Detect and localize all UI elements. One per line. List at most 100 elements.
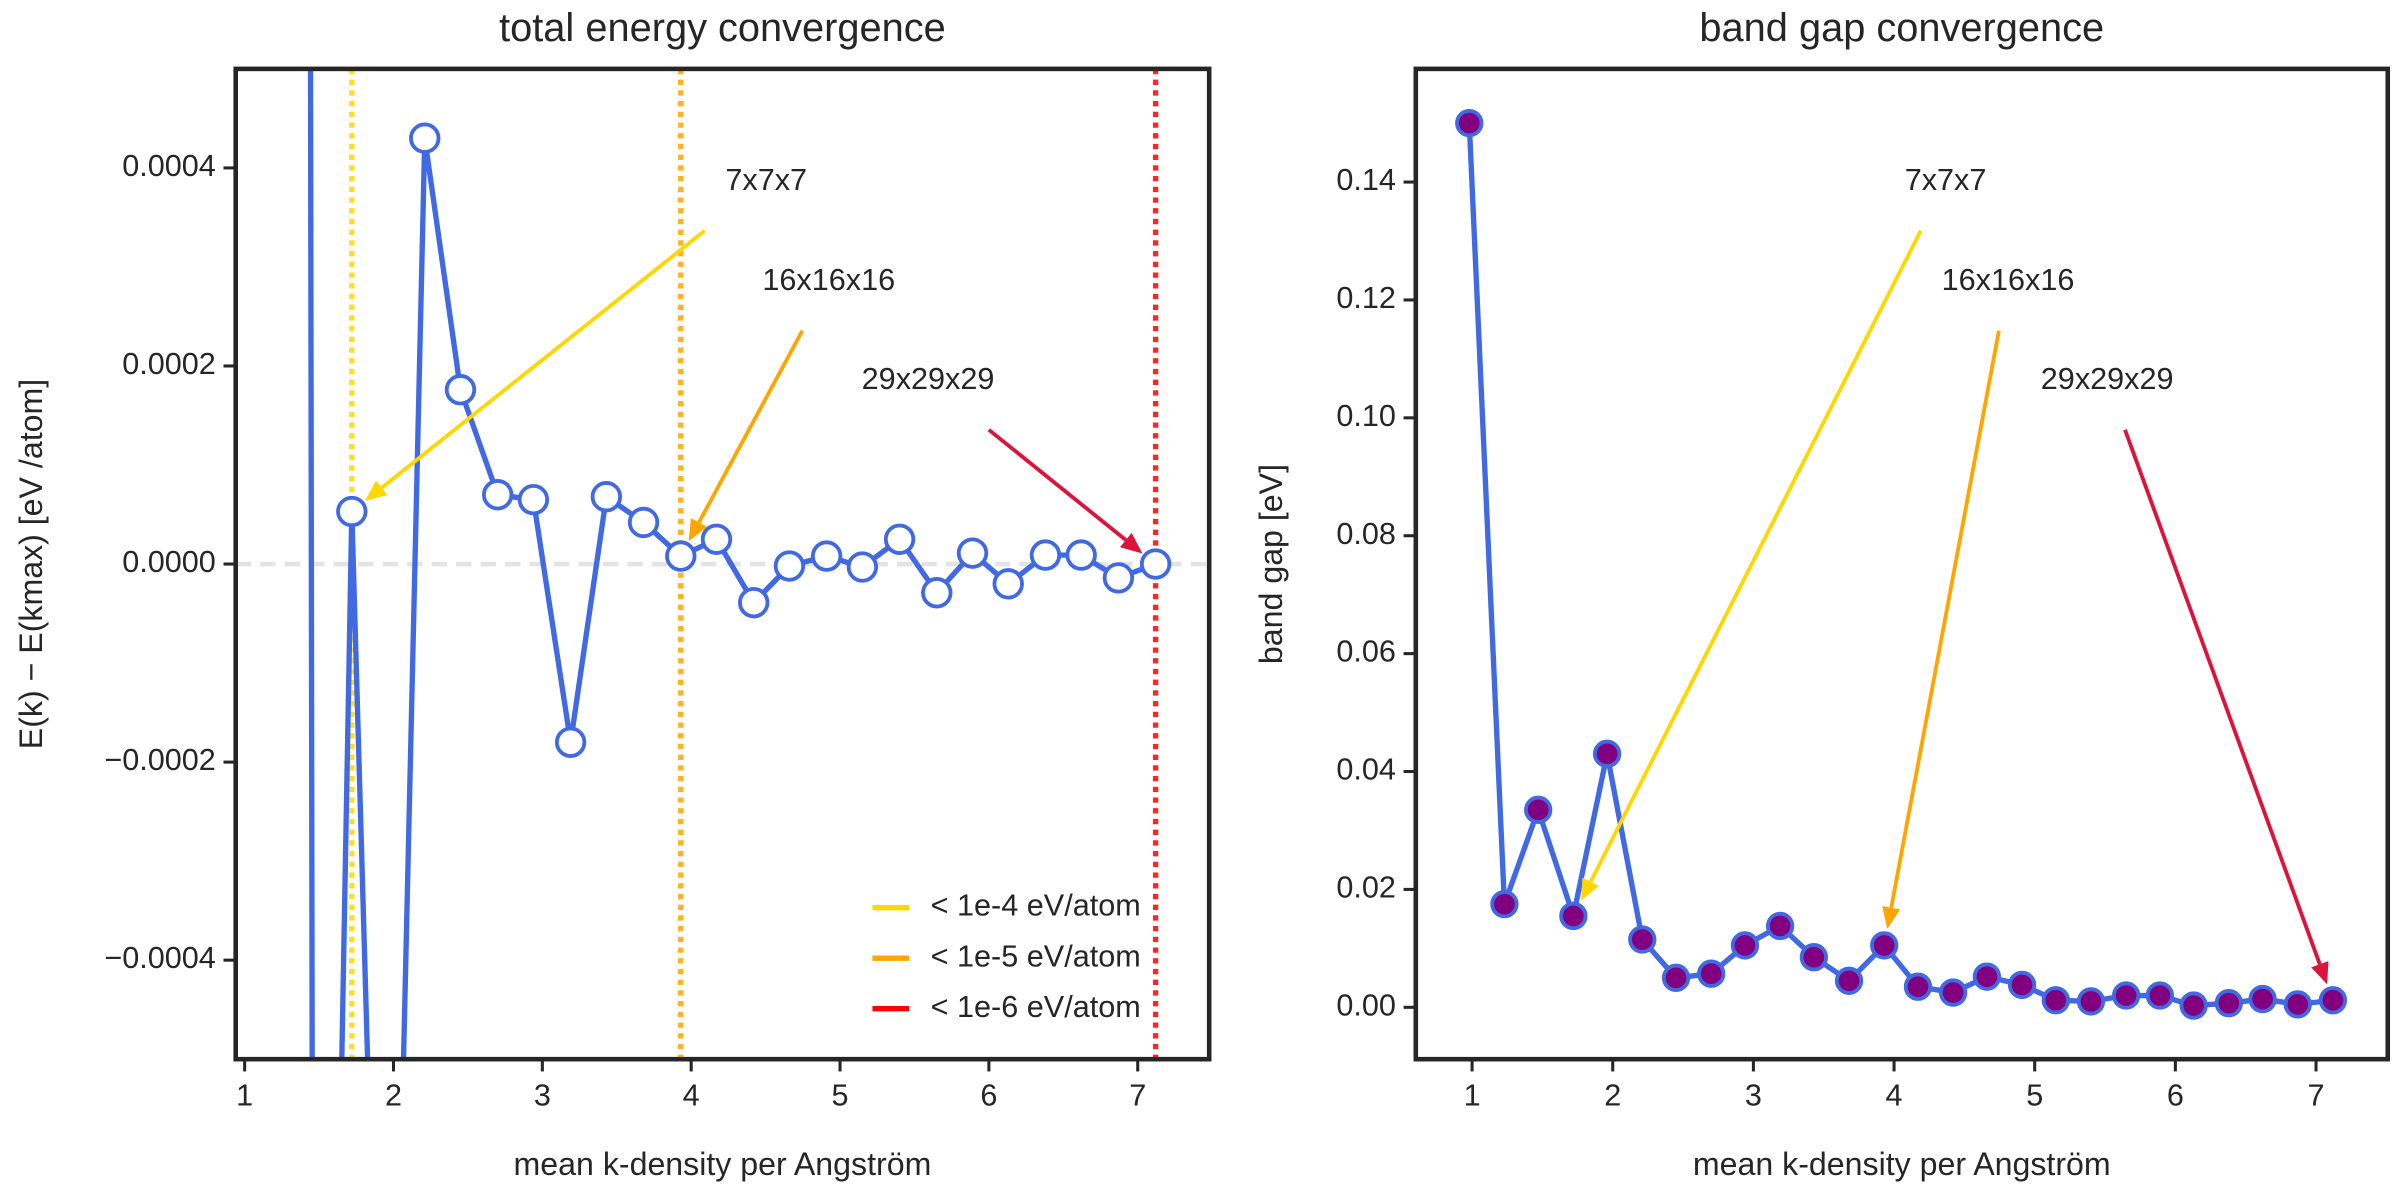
axes-frame (1413, 66, 2391, 1062)
y-tick-label: 0.02 (1336, 871, 1396, 905)
x-tick-label: 4 (683, 1079, 700, 1113)
marker (2214, 989, 2243, 1018)
y-tick-label: 0.0000 (122, 545, 216, 579)
marker (956, 537, 989, 569)
y-tick-label: 0.10 (1336, 399, 1396, 433)
annotation-text: 16x16x16 (762, 263, 895, 297)
arrow-head (2311, 961, 2329, 985)
marker (700, 523, 733, 555)
y-tick-label: 0.04 (1336, 753, 1396, 787)
annotation-arrow (697, 329, 805, 524)
arrow-head (688, 518, 708, 542)
marker (1697, 959, 1726, 988)
annotation-text: 29x29x29 (2041, 362, 2174, 396)
marker (409, 122, 441, 154)
y-axis-label: E(k) − E(kmax) [eV /atom] (13, 379, 49, 749)
x-tick-label: 2 (1604, 1079, 1621, 1113)
marker (1559, 901, 1588, 931)
marker (1903, 972, 1933, 1001)
marker (1799, 943, 1829, 972)
marker (738, 586, 770, 619)
y-tick-label: 0.08 (1336, 517, 1396, 551)
x-tick-label: 5 (832, 1079, 849, 1113)
x-tick-label: 1 (236, 1079, 253, 1113)
marker (1628, 925, 1657, 954)
marker (992, 568, 1024, 600)
marker (1938, 978, 1968, 1007)
legend-label: < 1e-6 eV/atom (931, 990, 1141, 1024)
y-tick-label: 0.0004 (122, 149, 216, 183)
marker (336, 495, 368, 528)
legend-label: < 1e-4 eV/atom (931, 889, 1141, 923)
chart-title: band gap convergence (1699, 6, 2104, 50)
arrow-head (364, 480, 388, 502)
x-tick-label: 2 (385, 1079, 402, 1113)
annotation-arrow (987, 428, 1127, 542)
legend-label: < 1e-5 eV/atom (931, 939, 1141, 973)
arrow-head (1120, 532, 1143, 554)
y-tick-label: −0.0002 (104, 743, 216, 777)
arrow-head (1580, 877, 1599, 901)
marker (665, 540, 697, 572)
marker (1730, 931, 1760, 960)
marker (921, 577, 953, 609)
marker (810, 540, 843, 572)
x-tick-label: 1 (1464, 1079, 1481, 1113)
x-axis-label: mean k-density per Angström (514, 1146, 932, 1182)
x-tick-label: 5 (2026, 1079, 2043, 1113)
annotation-arrow (1588, 229, 1923, 883)
annotation-text: 16x16x16 (1942, 263, 2075, 297)
marker (773, 550, 806, 582)
marker (846, 551, 879, 583)
marker (481, 479, 514, 511)
marker (2111, 981, 2141, 1010)
marker (1139, 548, 1172, 580)
x-tick-label: 4 (1886, 1079, 1903, 1113)
marker (2041, 986, 2070, 1015)
marker (2076, 987, 2106, 1016)
marker (1065, 539, 1097, 571)
annotation-text: 7x7x7 (1905, 163, 1987, 197)
marker (590, 481, 623, 513)
marker (2179, 991, 2208, 1020)
annotation-text: 29x29x29 (862, 362, 995, 396)
marker (1455, 108, 1484, 138)
x-tick-label: 7 (2308, 1079, 2325, 1113)
y-tick-label: 0.06 (1336, 635, 1396, 669)
marker (2145, 981, 2175, 1010)
marker (1592, 739, 1622, 768)
marker (1765, 911, 1795, 941)
marker (444, 374, 477, 406)
marker (2318, 986, 2348, 1015)
marker (517, 483, 550, 516)
y-tick-label: −0.0004 (104, 941, 216, 975)
plot-area (235, 68, 1210, 1060)
x-tick-label: 6 (980, 1079, 997, 1113)
y-axis-label: band gap [eV] (1253, 464, 1289, 664)
marker (1972, 962, 2002, 991)
x-tick-label: 7 (1129, 1079, 1146, 1113)
marker (883, 523, 916, 555)
arrow-head (1882, 906, 1901, 929)
annotation-arrow (1889, 330, 2001, 909)
plot-area (1455, 108, 2348, 1020)
marker (1870, 931, 1899, 960)
y-tick-label: 0.14 (1336, 163, 1396, 197)
marker (1524, 795, 1553, 824)
marker (627, 506, 660, 539)
marker (1834, 966, 1864, 995)
annotation-arrow (2123, 429, 2322, 965)
x-tick-label: 3 (534, 1079, 551, 1113)
marker (2007, 970, 2037, 1000)
y-tick-label: 0.0002 (122, 347, 216, 381)
marker (1029, 539, 1062, 571)
x-tick-label: 3 (1745, 1079, 1762, 1113)
y-tick-label: 0.12 (1336, 281, 1396, 315)
marker (2283, 990, 2312, 1019)
marker (1102, 562, 1135, 594)
annotation-text: 7x7x7 (725, 163, 807, 197)
annotation-arrow (380, 229, 706, 490)
y-tick-label: 0.00 (1336, 988, 1396, 1022)
